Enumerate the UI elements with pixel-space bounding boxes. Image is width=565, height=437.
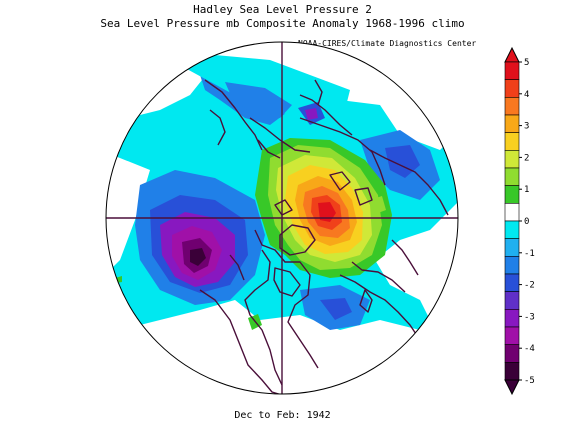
- colorbar-swatch: [504, 220, 520, 239]
- field-neg4-siberia: [305, 108, 318, 120]
- colorbar-tick-label: -5: [524, 376, 535, 386]
- colorbar-swatch: [504, 150, 520, 169]
- field-neg2-pacific: [225, 82, 292, 118]
- colorbar-swatch: [504, 61, 520, 80]
- colorbar-swatch: [504, 97, 520, 116]
- colorbar-swatch: [504, 79, 520, 98]
- field-pos8: [318, 202, 336, 222]
- credit-text: NOAA-CIRES/Climate Diagnostics Center: [298, 39, 477, 48]
- colorbar: 5 4 3 2 1 0 -1 -2 -3 -4 -5: [504, 46, 535, 396]
- colorbar-tick-label: -2: [524, 281, 535, 291]
- colorbar-swatch: [504, 203, 520, 222]
- colorbar-swatch: [504, 326, 520, 345]
- coastlines: [199, 79, 449, 394]
- field-zero-west: [106, 150, 150, 280]
- colorbar-tick-label: 3: [524, 122, 529, 132]
- colorbar-tick-label: -4: [524, 344, 535, 354]
- colorbar-swatch: [504, 238, 520, 257]
- colorbar-swatch: [504, 167, 520, 186]
- field-neg1-north-cyan: [185, 55, 350, 118]
- colorbar-tick-label: 0: [524, 217, 529, 227]
- colorbar-swatch: [504, 185, 520, 204]
- graticule: [106, 42, 458, 394]
- colorbar-tick-label: 5: [524, 58, 529, 68]
- colorbar-tick-label: -3: [524, 312, 535, 322]
- colorbar-swatch: [504, 132, 520, 151]
- period-label: Dec to Feb: 1942: [234, 410, 331, 421]
- field-pos1-patch-c: [370, 196, 386, 214]
- map-subtitle: Sea Level Pressure mb Composite Anomaly …: [100, 17, 465, 30]
- field-neg3-europe: [320, 298, 352, 320]
- field-neg5-core: [190, 248, 206, 266]
- colorbar-swatch: [504, 309, 520, 328]
- colorbar-max-arrow: [504, 46, 520, 63]
- colorbar-tick-label: 4: [524, 90, 529, 100]
- colorbar-tick-label: 1: [524, 185, 529, 195]
- map-title: Hadley Sea Level Pressure 2: [193, 3, 372, 16]
- colorbar-swatch: [504, 114, 520, 133]
- colorbar-swatch: [504, 273, 520, 292]
- colorbar-swatch: [504, 256, 520, 275]
- colorbar-swatch: [504, 362, 520, 381]
- anomaly-field: [106, 42, 458, 394]
- colorbar-swatch: [504, 344, 520, 363]
- colorbar-swatch: [504, 291, 520, 310]
- colorbar-tick-label: 2: [524, 153, 529, 163]
- colorbar-tick-label: -1: [524, 249, 535, 259]
- colorbar-min-arrow: [504, 379, 520, 396]
- map-boundary: [105, 41, 459, 395]
